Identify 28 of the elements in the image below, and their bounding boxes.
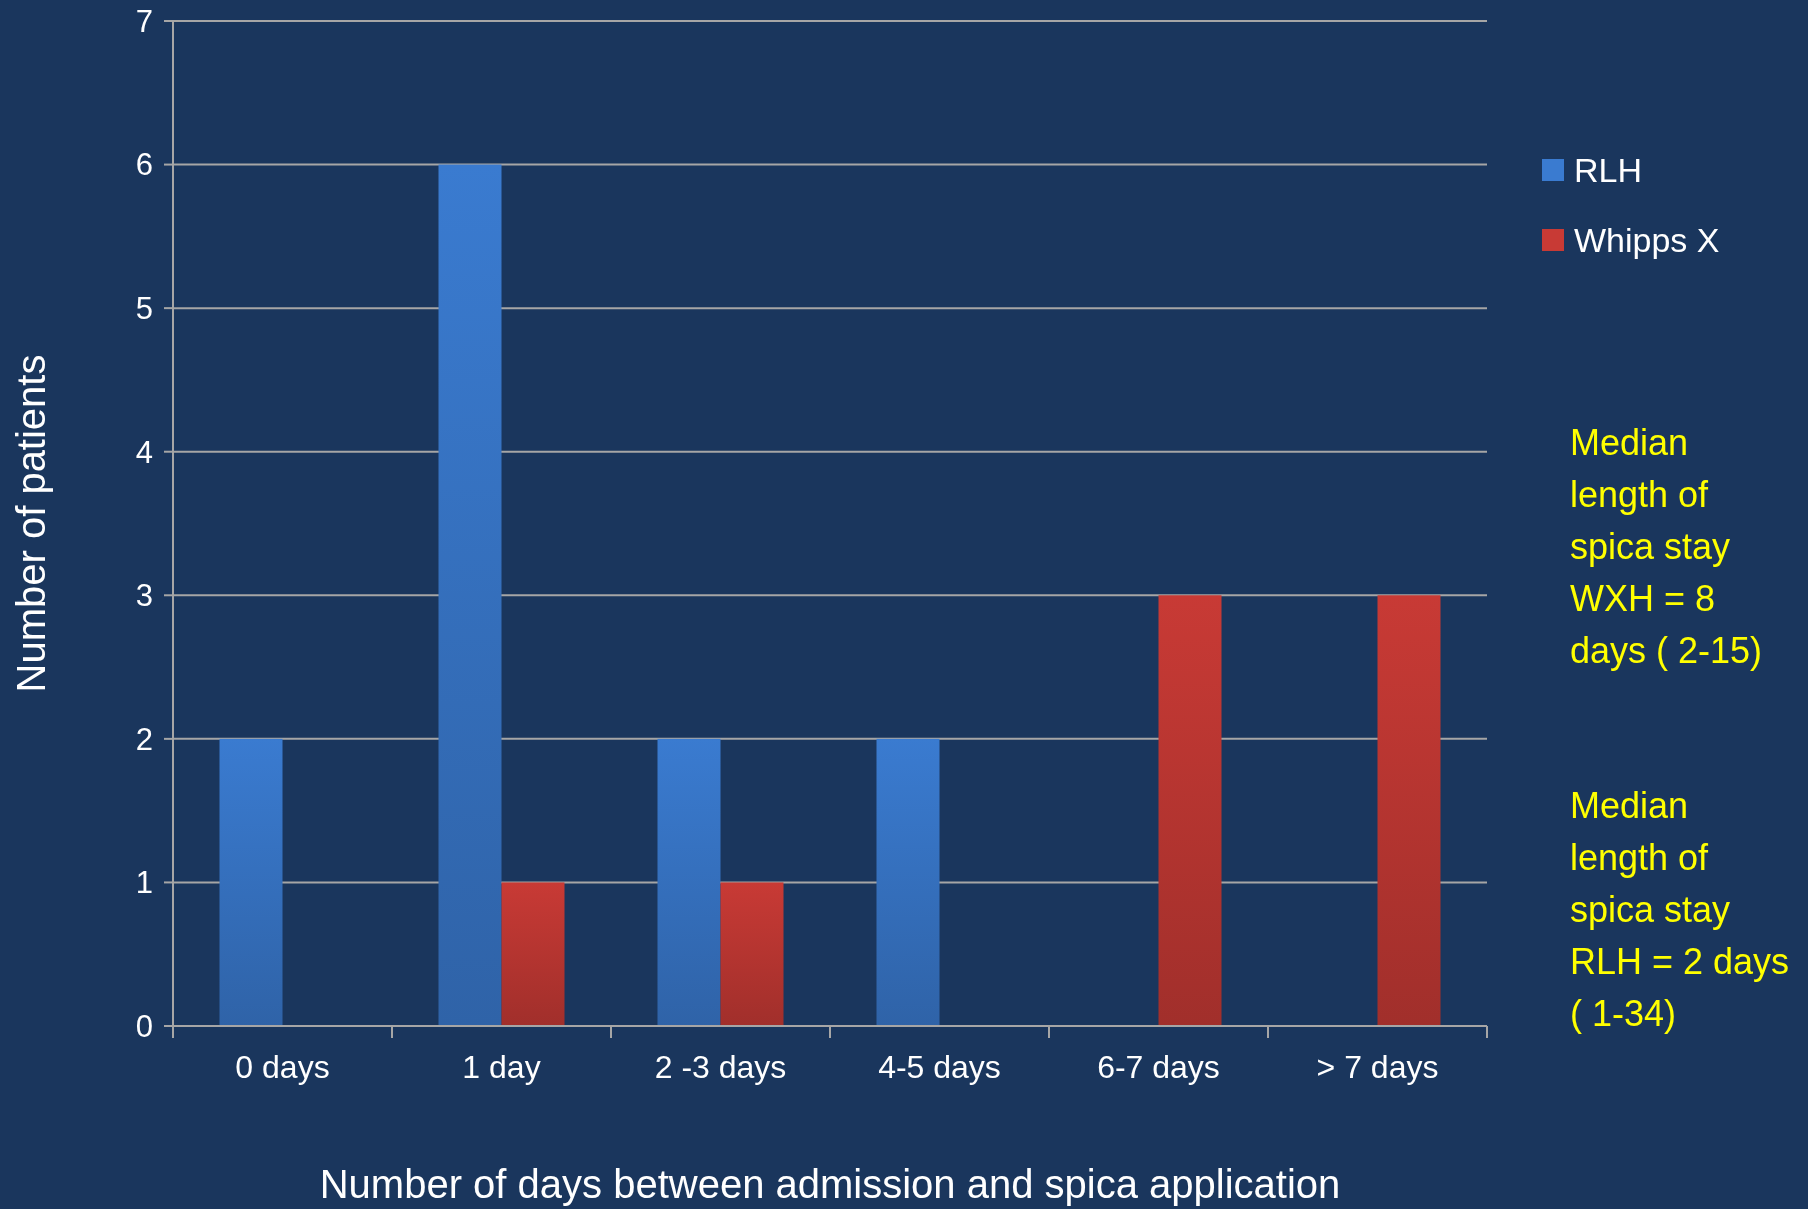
x-tick-label: > 7 days: [1316, 1049, 1439, 1085]
bar: [438, 164, 502, 1026]
y-tick-label: 7: [135, 3, 153, 39]
bar: [876, 738, 940, 1026]
y-tick-label: 3: [135, 578, 153, 614]
x-tick-label: 6-7 days: [1097, 1049, 1220, 1085]
x-axis-title: Number of days between admission and spica application: [319, 1162, 1341, 1206]
bar: [1377, 595, 1441, 1026]
y-tick-label: 1: [135, 865, 153, 901]
bar: [501, 882, 565, 1026]
y-tick-label: 4: [135, 434, 153, 470]
legend-label: RLH: [1574, 150, 1643, 189]
x-tick-label: 2 -3 days: [654, 1049, 787, 1085]
bar: [1158, 595, 1222, 1026]
bar: [219, 738, 283, 1026]
legend-label: Whipps X: [1574, 220, 1720, 259]
y-tick-label: 6: [135, 147, 153, 183]
bar: [657, 738, 721, 1026]
text: Median length of spica stay WXH = 8 days ( 2-15): [1570, 422, 1763, 671]
text: Median length of spica stay RLH = 2 days ( 1-34): [1570, 785, 1790, 1034]
x-tick-label: 0 days: [235, 1049, 330, 1085]
x-tick-label: 1 day: [462, 1049, 541, 1085]
bar: [720, 882, 784, 1026]
y-tick-label: 5: [135, 290, 153, 326]
y-tick-label: 2: [135, 721, 153, 757]
y-axis-title: Number of patients: [9, 354, 53, 693]
x-tick-label: 4-5 days: [878, 1049, 1001, 1085]
y-tick-label: 0: [135, 1008, 153, 1044]
